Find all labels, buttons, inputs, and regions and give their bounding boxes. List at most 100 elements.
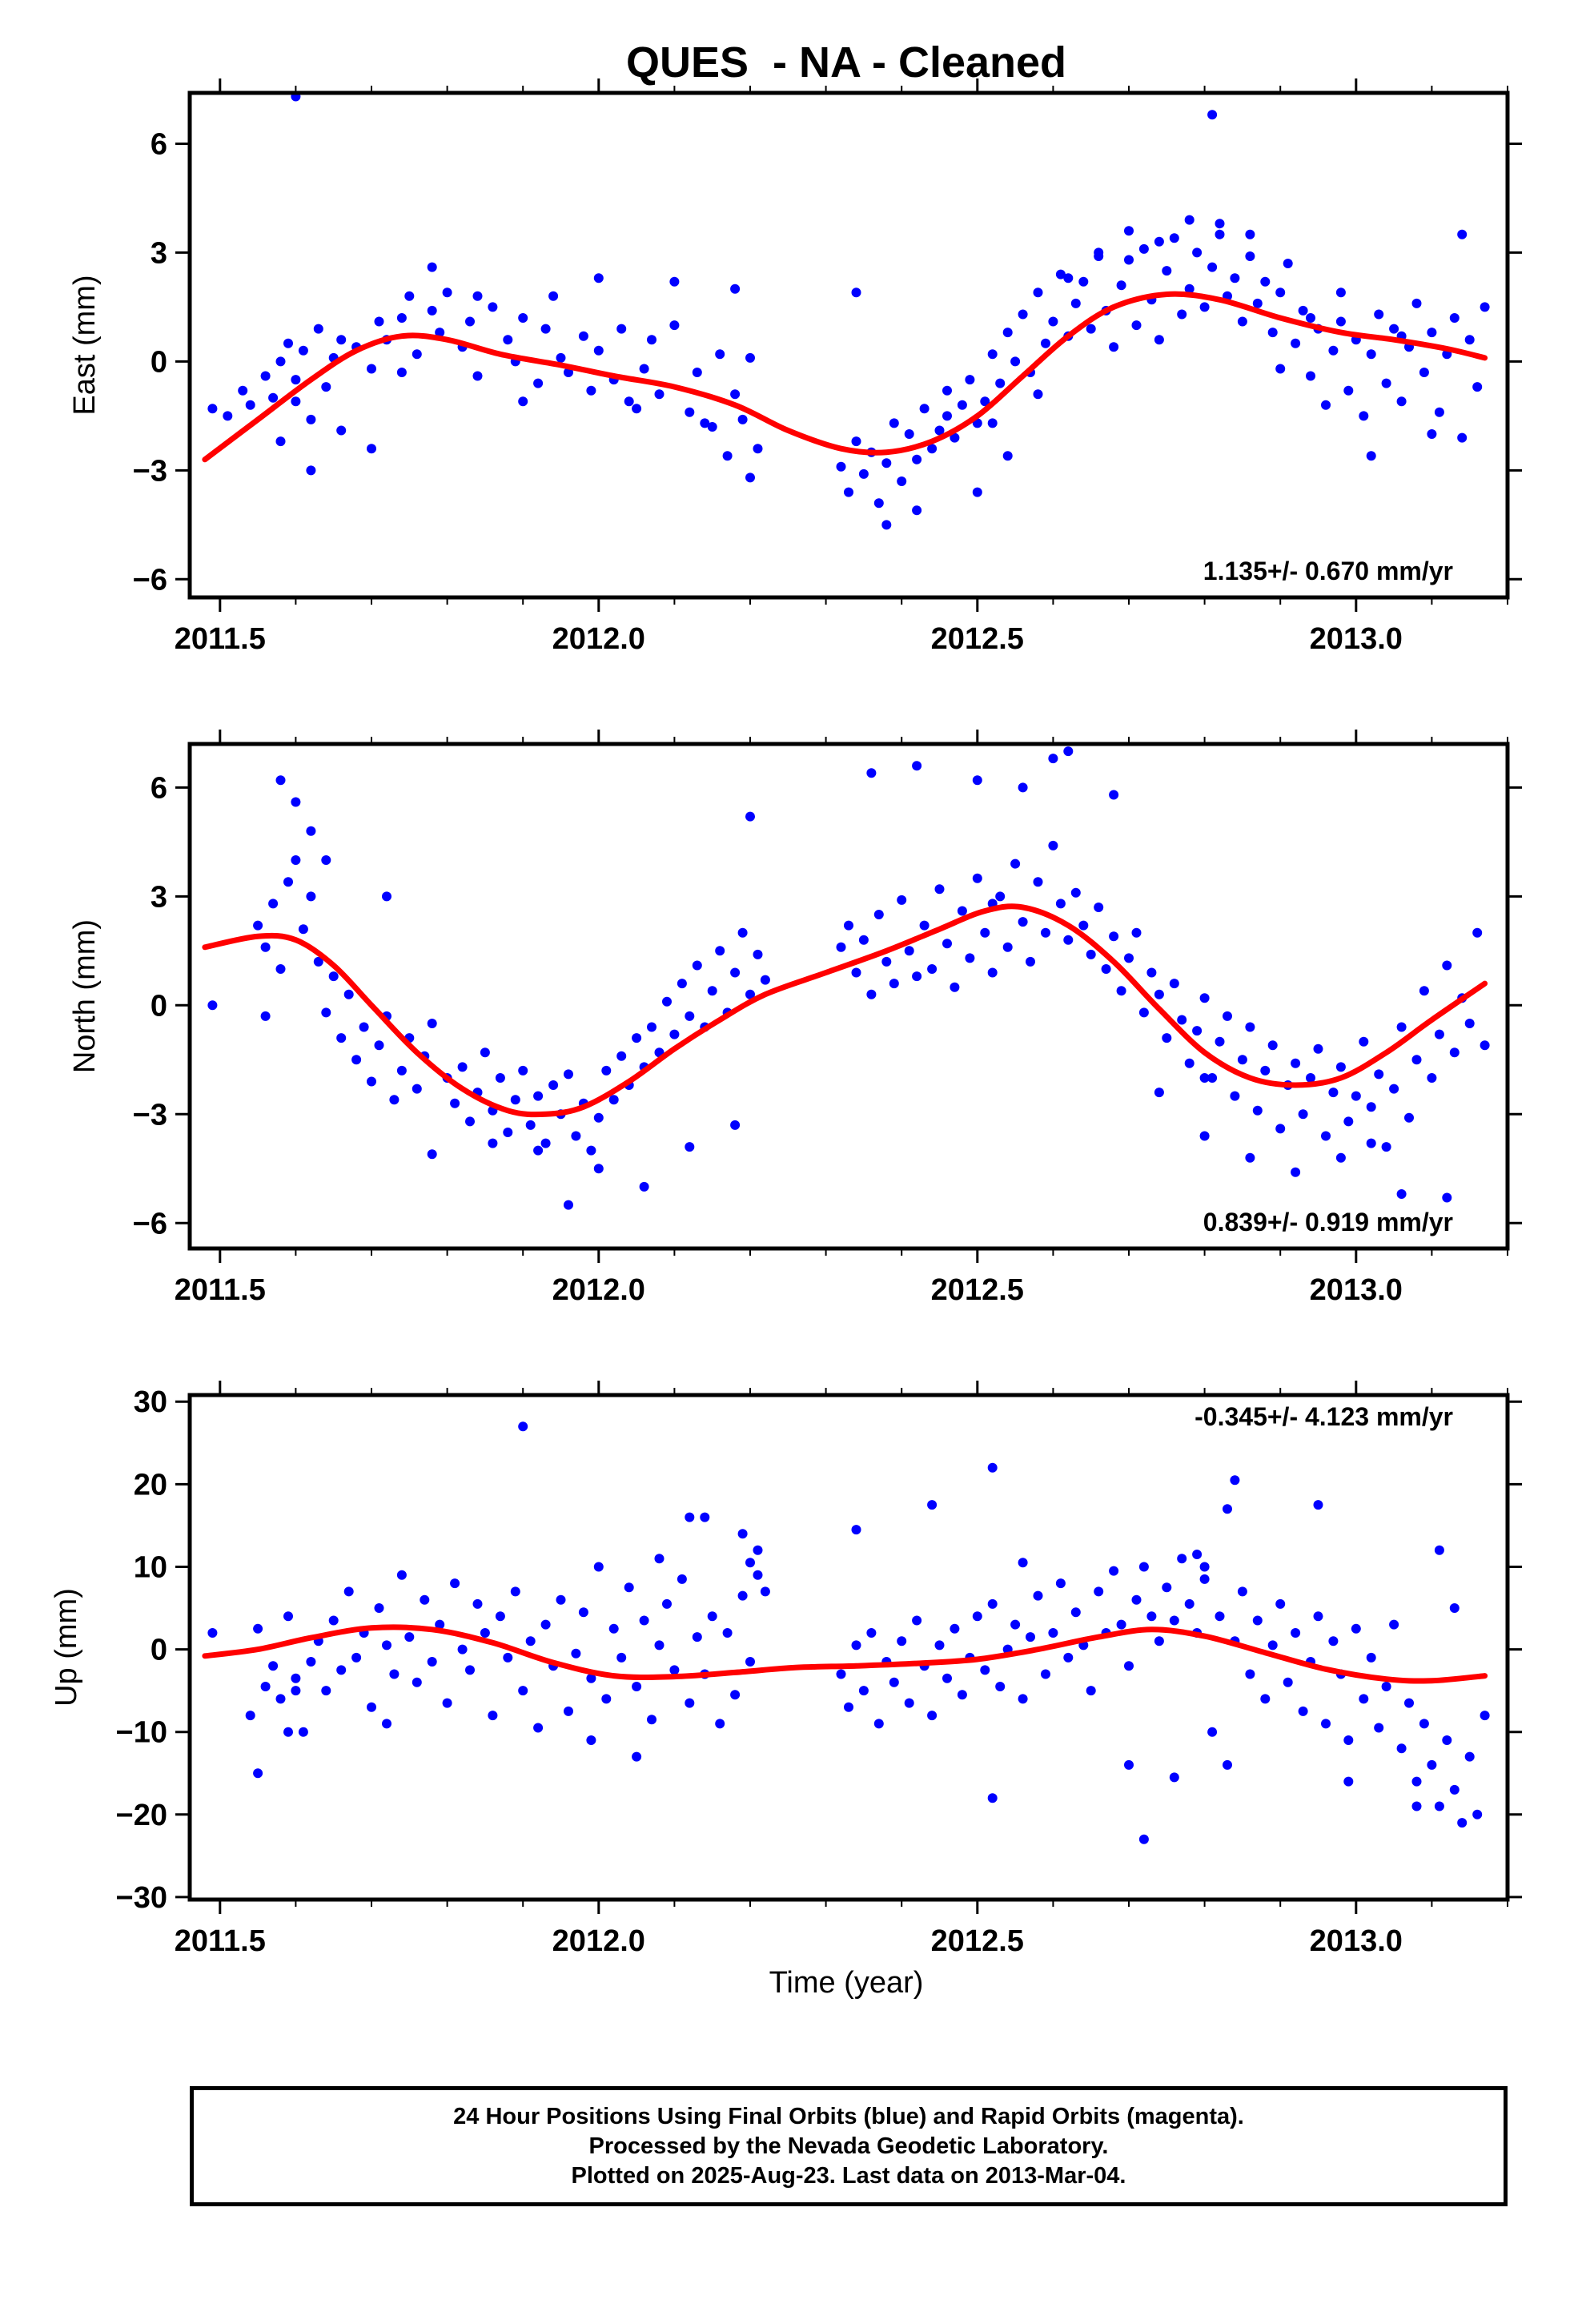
up-data-point (927, 1500, 938, 1510)
north-data-point (321, 1007, 331, 1018)
east-data-point (965, 375, 975, 385)
up-data-point (1237, 1586, 1247, 1597)
north-data-point (260, 1011, 271, 1021)
east-data-point (919, 404, 930, 414)
up-data-point (722, 1628, 733, 1638)
north-data-point (465, 1116, 475, 1127)
up-data-point (1138, 1834, 1149, 1844)
north-data-point (427, 1019, 437, 1028)
up-data-point (669, 1665, 680, 1675)
north-data-point (1260, 1065, 1271, 1076)
east-data-point (1245, 251, 1255, 261)
up-y-tick-label: −20 (116, 1799, 167, 1832)
north-data-point (1184, 1058, 1195, 1068)
east-data-point (1472, 382, 1483, 392)
east-data-point (722, 451, 733, 461)
north-data-point (313, 956, 323, 967)
east-data-point (1207, 110, 1218, 120)
up-data-point (639, 1615, 649, 1626)
east-data-point (669, 320, 680, 331)
up-data-point (1154, 1636, 1164, 1647)
north-data-point (268, 899, 279, 909)
up-data-point (1199, 1574, 1210, 1584)
east-data-point (1335, 287, 1346, 298)
east-data-point (942, 411, 952, 421)
up-data-point (1291, 1628, 1301, 1638)
east-data-point (465, 316, 475, 327)
east-data-point (1192, 247, 1203, 258)
north-data-point (1199, 1131, 1210, 1141)
north-data-point (321, 855, 331, 865)
up-data-point (571, 1648, 581, 1659)
up-data-point (1146, 1611, 1157, 1622)
up-data-point (608, 1623, 619, 1634)
east-data-point (1427, 429, 1437, 439)
east-data-point (488, 302, 498, 312)
east-data-point (1381, 378, 1391, 388)
north-data-point (1313, 1043, 1323, 1054)
up-data-point (1457, 1818, 1468, 1828)
north-data-point (1124, 953, 1134, 963)
up-data-point (1138, 1562, 1149, 1572)
north-data-point (336, 1033, 347, 1043)
up-data-point (1381, 1682, 1391, 1691)
up-data-point (367, 1702, 376, 1712)
east-data-point (1177, 309, 1187, 320)
up-data-point (540, 1619, 551, 1630)
east-y-tick-label: 3 (151, 236, 167, 270)
up-data-point (351, 1652, 362, 1663)
east-data-point (1306, 371, 1315, 381)
north-data-point (1374, 1069, 1384, 1080)
north-data-point (548, 1080, 559, 1090)
up-data-point (1070, 1607, 1081, 1618)
east-x-tick-label: 2011.5 (175, 622, 266, 656)
east-data-point (1124, 226, 1134, 236)
up-data-point (1223, 1759, 1232, 1770)
up-y-tick-label: −10 (116, 1716, 167, 1750)
up-data-point (1215, 1611, 1225, 1622)
north-data-point (1291, 1058, 1301, 1068)
up-data-point (207, 1628, 218, 1638)
north-data-point (1275, 1124, 1286, 1134)
north-data-point (844, 920, 853, 931)
up-data-point (1169, 1615, 1179, 1626)
north-data-point (1404, 1112, 1414, 1123)
north-data-point (1018, 917, 1028, 927)
up-data-point (1464, 1751, 1475, 1762)
east-data-point (207, 404, 218, 414)
north-data-point (1434, 1029, 1444, 1039)
north-data-point (1041, 927, 1050, 938)
up-data-point (737, 1590, 748, 1601)
east-data-point (1207, 262, 1218, 272)
east-data-point (912, 454, 922, 464)
east-data-point (321, 382, 331, 392)
up-data-point (245, 1711, 255, 1721)
up-data-point (1298, 1706, 1308, 1716)
up-data-point (1313, 1500, 1323, 1510)
north-data-point (942, 939, 952, 949)
east-data-point (987, 418, 998, 428)
east-data-point (548, 291, 559, 301)
east-data-point (912, 505, 922, 516)
up-data-point (1359, 1694, 1369, 1704)
north-data-point (1162, 1033, 1172, 1043)
up-data-point (897, 1636, 907, 1647)
north-data-point (972, 775, 982, 786)
north-data-point (1078, 920, 1089, 931)
east-data-point (427, 262, 437, 272)
east-data-point (1033, 389, 1043, 400)
east-data-point (1275, 287, 1286, 298)
up-data-point (1063, 1652, 1074, 1663)
east-data-point (586, 385, 596, 396)
up-data-point (291, 1673, 301, 1683)
up-data-point (692, 1632, 702, 1642)
east-x-tick-label: 2013.0 (1310, 622, 1403, 656)
north-data-point (1199, 1073, 1210, 1083)
up-data-point (632, 1682, 642, 1691)
east-data-point (593, 273, 604, 283)
east-data-point (1002, 328, 1013, 338)
east-data-point (1419, 368, 1429, 377)
east-data-point (1343, 385, 1354, 396)
up-data-point (753, 1545, 763, 1555)
